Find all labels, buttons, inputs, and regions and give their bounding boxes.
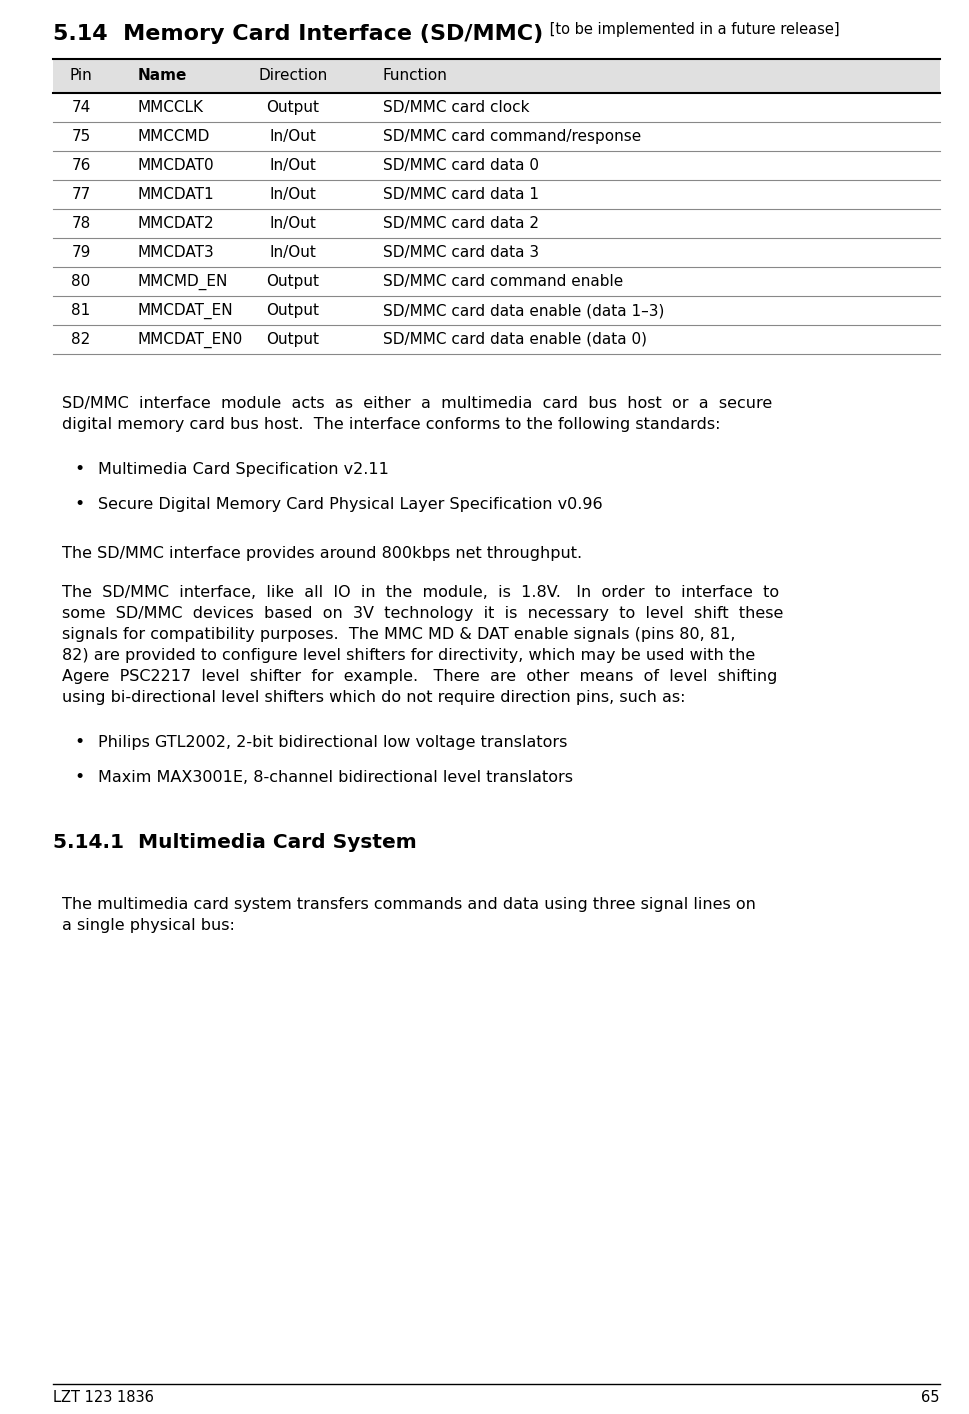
Text: Maxim MAX3001E, 8-channel bidirectional level translators: Maxim MAX3001E, 8-channel bidirectional … (98, 771, 573, 785)
Text: In/Out: In/Out (269, 245, 316, 260)
Text: The multimedia card system transfers commands and data using three signal lines : The multimedia card system transfers com… (62, 896, 755, 912)
Text: Function: Function (383, 68, 448, 83)
Text: MMCCMD: MMCCMD (138, 129, 210, 144)
Text: Output: Output (266, 332, 319, 346)
Text: •: • (75, 732, 85, 751)
Text: SD/MMC card command/response: SD/MMC card command/response (383, 129, 641, 144)
Text: The SD/MMC interface provides around 800kbps net throughput.: The SD/MMC interface provides around 800… (62, 546, 581, 561)
Text: SD/MMC card data 2: SD/MMC card data 2 (383, 216, 539, 230)
Text: Output: Output (266, 274, 319, 288)
Text: Name: Name (138, 68, 187, 83)
Text: MMCDAT1: MMCDAT1 (138, 187, 214, 202)
Text: Agere  PSC2217  level  shifter  for  example.   There  are  other  means  of  le: Agere PSC2217 level shifter for example.… (62, 669, 776, 684)
Text: MMCDAT3: MMCDAT3 (138, 245, 214, 260)
Text: 81: 81 (72, 303, 90, 318)
Text: 75: 75 (72, 129, 90, 144)
Text: 5.14.1  Multimedia Card System: 5.14.1 Multimedia Card System (53, 833, 417, 853)
Text: signals for compatibility purposes.  The MMC MD & DAT enable signals (pins 80, 8: signals for compatibility purposes. The … (62, 626, 735, 642)
Text: MMCMD_EN: MMCMD_EN (138, 273, 228, 290)
Text: SD/MMC  interface  module  acts  as  either  a  multimedia  card  bus  host  or : SD/MMC interface module acts as either a… (62, 396, 771, 411)
Text: •: • (75, 460, 85, 478)
Text: SD/MMC card data enable (data 0): SD/MMC card data enable (data 0) (383, 332, 646, 346)
Text: 65: 65 (921, 1390, 939, 1406)
Text: 77: 77 (72, 187, 90, 202)
Text: MMCCLK: MMCCLK (138, 100, 203, 115)
Bar (53, 59, 939, 93)
Text: In/Out: In/Out (269, 187, 316, 202)
Text: a single physical bus:: a single physical bus: (62, 918, 234, 933)
Text: MMCDAT_EN0: MMCDAT_EN0 (138, 331, 243, 348)
Text: Output: Output (266, 303, 319, 318)
Text: Direction: Direction (258, 68, 328, 83)
Text: some  SD/MMC  devices  based  on  3V  technology  it  is  necessary  to  level  : some SD/MMC devices based on 3V technolo… (62, 607, 783, 621)
Text: SD/MMC card data 0: SD/MMC card data 0 (383, 158, 539, 173)
Text: 82) are provided to configure level shifters for directivity, which may be used : 82) are provided to configure level shif… (62, 648, 755, 663)
Text: [to be implemented in a future release]: [to be implemented in a future release] (545, 23, 839, 37)
Text: 5.14  Memory Card Interface (SD/MMC): 5.14 Memory Card Interface (SD/MMC) (53, 24, 543, 44)
Text: Output: Output (266, 100, 319, 115)
Text: 78: 78 (72, 216, 90, 230)
Text: MMCDAT2: MMCDAT2 (138, 216, 214, 230)
Text: In/Out: In/Out (269, 158, 316, 173)
Text: Pin: Pin (70, 68, 92, 83)
Text: 82: 82 (72, 332, 90, 346)
Text: •: • (75, 495, 85, 513)
Text: MMCDAT0: MMCDAT0 (138, 158, 214, 173)
Text: SD/MMC card data enable (data 1–3): SD/MMC card data enable (data 1–3) (383, 303, 664, 318)
Text: In/Out: In/Out (269, 129, 316, 144)
Text: digital memory card bus host.  The interface conforms to the following standards: digital memory card bus host. The interf… (62, 417, 720, 433)
Text: Philips GTL2002, 2-bit bidirectional low voltage translators: Philips GTL2002, 2-bit bidirectional low… (98, 735, 567, 749)
Text: Multimedia Card Specification v2.11: Multimedia Card Specification v2.11 (98, 462, 389, 477)
Text: SD/MMC card data 3: SD/MMC card data 3 (383, 245, 539, 260)
Text: •: • (75, 768, 85, 786)
Text: SD/MMC card data 1: SD/MMC card data 1 (383, 187, 539, 202)
Text: using bi-directional level shifters which do not require direction pins, such as: using bi-directional level shifters whic… (62, 690, 685, 706)
Text: The  SD/MMC  interface,  like  all  IO  in  the  module,  is  1.8V.   In  order : The SD/MMC interface, like all IO in the… (62, 585, 778, 600)
Text: Secure Digital Memory Card Physical Layer Specification v0.96: Secure Digital Memory Card Physical Laye… (98, 496, 602, 512)
Text: 74: 74 (72, 100, 90, 115)
Text: LZT 123 1836: LZT 123 1836 (53, 1390, 154, 1406)
Text: 79: 79 (72, 245, 90, 260)
Text: SD/MMC card command enable: SD/MMC card command enable (383, 274, 623, 288)
Text: SD/MMC card clock: SD/MMC card clock (383, 100, 529, 115)
Text: In/Out: In/Out (269, 216, 316, 230)
Text: 76: 76 (72, 158, 90, 173)
Text: 80: 80 (72, 274, 90, 288)
Text: MMCDAT_EN: MMCDAT_EN (138, 303, 234, 318)
